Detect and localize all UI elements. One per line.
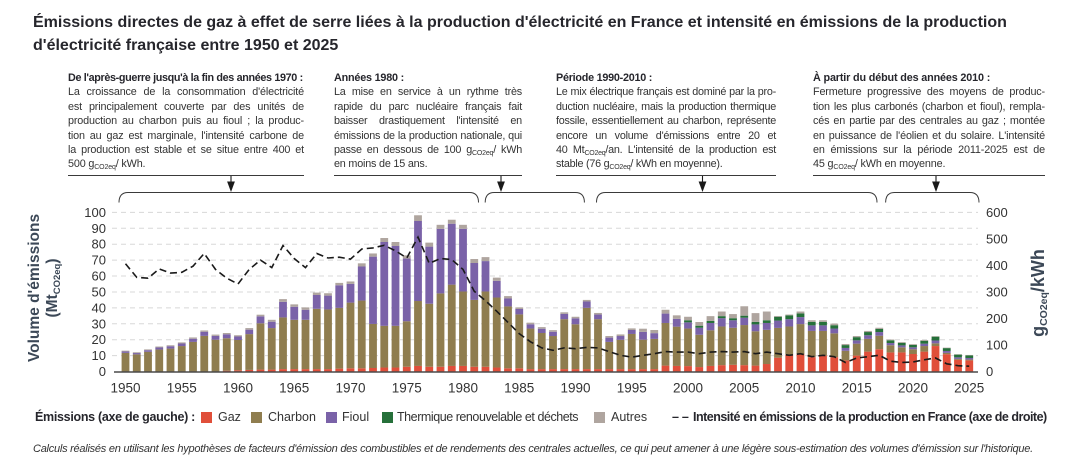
svg-text:500: 500 [986, 231, 1008, 246]
svg-text:200: 200 [986, 311, 1008, 326]
svg-text:300: 300 [986, 284, 1008, 299]
svg-text:1995: 1995 [617, 381, 647, 396]
svg-text:1970: 1970 [335, 381, 365, 396]
svg-text:1955: 1955 [167, 381, 197, 396]
svg-text:Volume d'émissions: Volume d'émissions [26, 214, 43, 362]
svg-text:400: 400 [986, 258, 1008, 273]
svg-text:30: 30 [92, 316, 106, 331]
svg-text:60: 60 [92, 269, 106, 284]
svg-text:2020: 2020 [898, 381, 928, 396]
svg-text:(MtCO2eq): (MtCO2eq) [44, 258, 63, 317]
svg-text:600: 600 [986, 205, 1008, 220]
svg-text:0: 0 [99, 364, 106, 379]
svg-text:1990: 1990 [560, 381, 590, 396]
svg-text:80: 80 [92, 237, 106, 252]
svg-text:100: 100 [986, 338, 1008, 353]
svg-text:1950: 1950 [110, 381, 140, 396]
svg-text:20: 20 [92, 332, 106, 347]
svg-text:1980: 1980 [448, 381, 478, 396]
svg-text:50: 50 [92, 285, 106, 300]
svg-text:2000: 2000 [673, 381, 703, 396]
svg-text:2010: 2010 [785, 381, 815, 396]
svg-text:70: 70 [92, 253, 106, 268]
svg-text:2025: 2025 [954, 381, 984, 396]
svg-text:100: 100 [84, 205, 106, 220]
svg-text:1975: 1975 [392, 381, 422, 396]
svg-text:1965: 1965 [279, 381, 309, 396]
svg-text:2015: 2015 [842, 381, 872, 396]
svg-text:40: 40 [92, 300, 106, 315]
svg-text:0: 0 [986, 364, 993, 379]
svg-text:2005: 2005 [729, 381, 759, 396]
svg-text:1960: 1960 [223, 381, 253, 396]
svg-text:90: 90 [92, 221, 106, 236]
svg-text:gCO2eq/kWh: gCO2eq/kWh [1028, 249, 1050, 337]
svg-text:10: 10 [92, 348, 106, 363]
svg-text:1985: 1985 [504, 381, 534, 396]
